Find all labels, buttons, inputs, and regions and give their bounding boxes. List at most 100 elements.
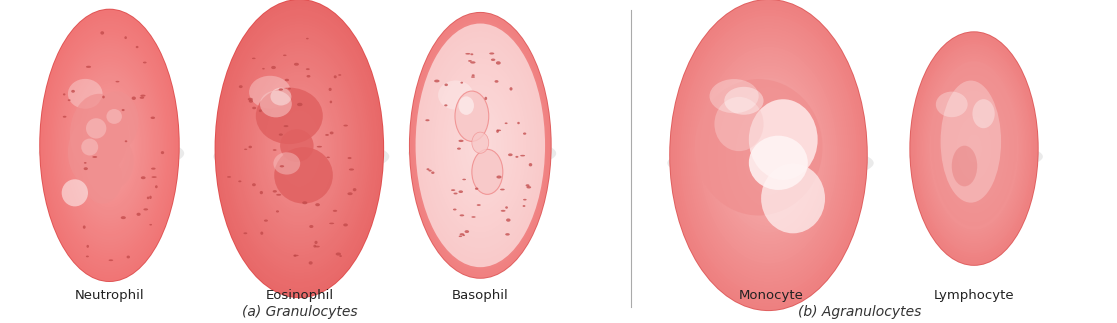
Ellipse shape — [477, 140, 484, 151]
Ellipse shape — [505, 206, 508, 209]
Ellipse shape — [926, 60, 1022, 237]
Ellipse shape — [715, 97, 764, 151]
Ellipse shape — [475, 188, 478, 190]
Ellipse shape — [427, 45, 534, 246]
Ellipse shape — [476, 137, 485, 153]
Ellipse shape — [260, 232, 264, 235]
Ellipse shape — [430, 50, 531, 241]
Ellipse shape — [737, 105, 800, 205]
Ellipse shape — [268, 92, 331, 205]
Ellipse shape — [669, 0, 868, 311]
Ellipse shape — [913, 37, 1035, 260]
Ellipse shape — [51, 31, 168, 259]
Ellipse shape — [61, 50, 157, 240]
Ellipse shape — [281, 116, 317, 181]
Ellipse shape — [919, 48, 1029, 249]
Ellipse shape — [151, 168, 155, 170]
Ellipse shape — [409, 137, 556, 170]
Ellipse shape — [694, 37, 843, 273]
Ellipse shape — [150, 196, 152, 199]
Ellipse shape — [315, 241, 317, 244]
Ellipse shape — [927, 63, 1021, 234]
Ellipse shape — [729, 93, 808, 217]
Ellipse shape — [50, 29, 169, 262]
Ellipse shape — [451, 90, 509, 201]
Ellipse shape — [242, 47, 356, 250]
Ellipse shape — [330, 100, 332, 103]
Ellipse shape — [688, 28, 849, 282]
Ellipse shape — [59, 48, 160, 243]
Ellipse shape — [428, 47, 533, 243]
Ellipse shape — [477, 204, 480, 206]
Text: Monocyte: Monocyte — [738, 289, 803, 302]
Ellipse shape — [732, 96, 805, 214]
Ellipse shape — [140, 97, 144, 99]
Ellipse shape — [99, 126, 120, 164]
Ellipse shape — [87, 102, 132, 189]
Ellipse shape — [223, 15, 374, 282]
Ellipse shape — [229, 24, 370, 273]
Ellipse shape — [262, 83, 336, 214]
Ellipse shape — [63, 93, 66, 96]
Ellipse shape — [309, 225, 314, 228]
Ellipse shape — [743, 115, 794, 195]
Ellipse shape — [964, 130, 984, 167]
Ellipse shape — [452, 92, 508, 198]
Ellipse shape — [239, 85, 242, 88]
Ellipse shape — [459, 214, 465, 216]
Ellipse shape — [248, 98, 252, 101]
Ellipse shape — [294, 255, 298, 256]
Ellipse shape — [107, 140, 112, 151]
Ellipse shape — [90, 107, 128, 183]
Ellipse shape — [528, 163, 533, 166]
Ellipse shape — [104, 134, 115, 156]
Ellipse shape — [432, 55, 528, 235]
Ellipse shape — [274, 152, 300, 174]
Ellipse shape — [709, 62, 828, 248]
Ellipse shape — [468, 121, 493, 169]
Ellipse shape — [349, 168, 354, 171]
Ellipse shape — [965, 132, 983, 165]
Ellipse shape — [74, 75, 145, 216]
Ellipse shape — [929, 67, 1019, 230]
Ellipse shape — [39, 136, 184, 170]
Ellipse shape — [308, 261, 313, 265]
Ellipse shape — [942, 90, 1006, 207]
Ellipse shape — [306, 38, 308, 39]
Ellipse shape — [465, 116, 496, 174]
Text: (a) Granulocytes: (a) Granulocytes — [241, 305, 357, 319]
Ellipse shape — [246, 54, 353, 244]
Ellipse shape — [447, 82, 514, 209]
Ellipse shape — [722, 81, 815, 229]
Ellipse shape — [966, 135, 982, 162]
Ellipse shape — [454, 95, 507, 196]
Ellipse shape — [82, 139, 98, 155]
Ellipse shape — [436, 61, 525, 230]
Ellipse shape — [86, 66, 92, 68]
Ellipse shape — [283, 119, 316, 178]
Ellipse shape — [709, 79, 758, 113]
Ellipse shape — [275, 147, 333, 203]
Ellipse shape — [347, 192, 353, 195]
Ellipse shape — [441, 71, 519, 220]
Ellipse shape — [276, 107, 323, 190]
Ellipse shape — [409, 12, 552, 279]
Ellipse shape — [505, 233, 509, 235]
Ellipse shape — [252, 107, 256, 109]
Ellipse shape — [497, 130, 502, 131]
Ellipse shape — [707, 59, 830, 251]
Ellipse shape — [270, 98, 328, 199]
Ellipse shape — [909, 142, 1043, 171]
Ellipse shape — [252, 57, 256, 59]
Ellipse shape — [526, 186, 532, 189]
Ellipse shape — [152, 176, 156, 178]
Ellipse shape — [48, 26, 171, 265]
Ellipse shape — [496, 130, 499, 133]
Ellipse shape — [509, 87, 513, 90]
Ellipse shape — [438, 80, 474, 109]
Ellipse shape — [151, 117, 155, 119]
Ellipse shape — [755, 133, 782, 177]
Ellipse shape — [500, 210, 506, 212]
Ellipse shape — [63, 116, 66, 118]
Ellipse shape — [143, 208, 149, 211]
